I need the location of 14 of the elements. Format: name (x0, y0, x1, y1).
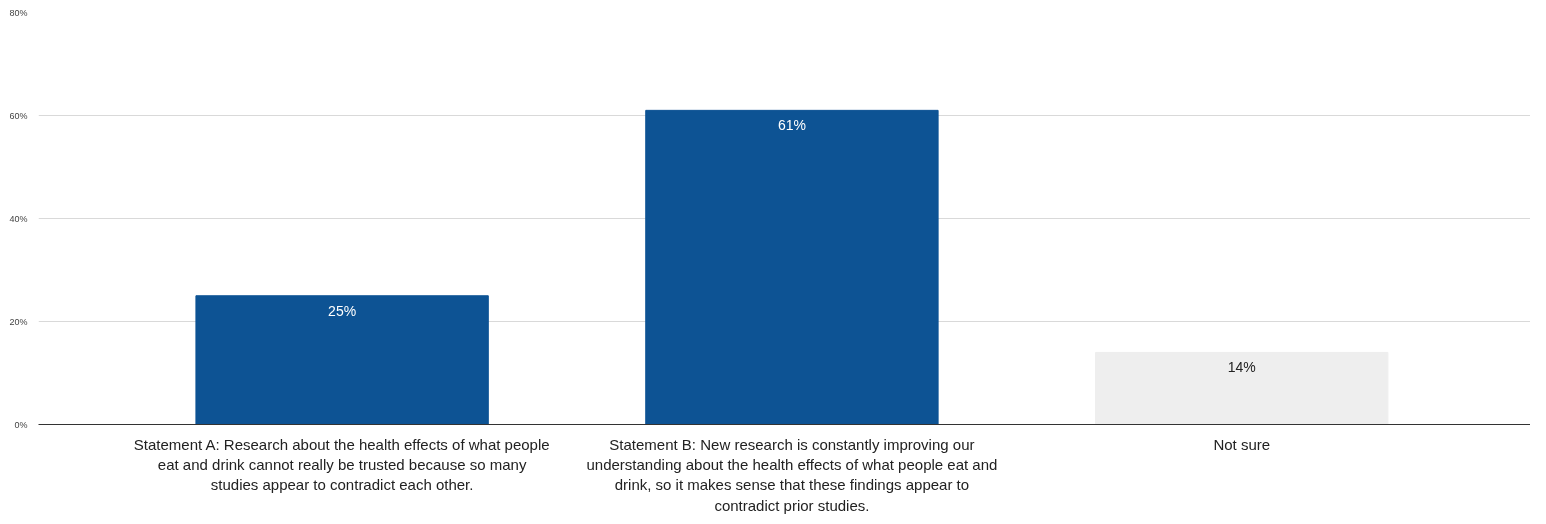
bar (1095, 351, 1389, 425)
y-tick-label: 60% (9, 110, 28, 121)
data-label: 61% (777, 117, 806, 134)
bar (195, 295, 489, 425)
y-tick-label: 40% (9, 213, 28, 224)
y-tick-label: 0% (14, 419, 28, 430)
x-tick-label: Statement B: New research is constantly improving our understanding about the health effects of what people eat and drink, so it makes sense that these findings appear to contradict prior studies. (586, 435, 998, 514)
y-tick-label: 20% (9, 316, 28, 327)
y-tick-label: 80% (9, 7, 28, 18)
x-tick-label: Statement A: Research about the health effects of what people eat and drink cannot really be trusted because so many studies appear to contradict each other. (133, 435, 550, 494)
data-label: 14% (1227, 359, 1256, 376)
x-tick-label: Not sure (1213, 435, 1271, 453)
data-label: 25% (328, 302, 357, 319)
bar (645, 109, 939, 425)
